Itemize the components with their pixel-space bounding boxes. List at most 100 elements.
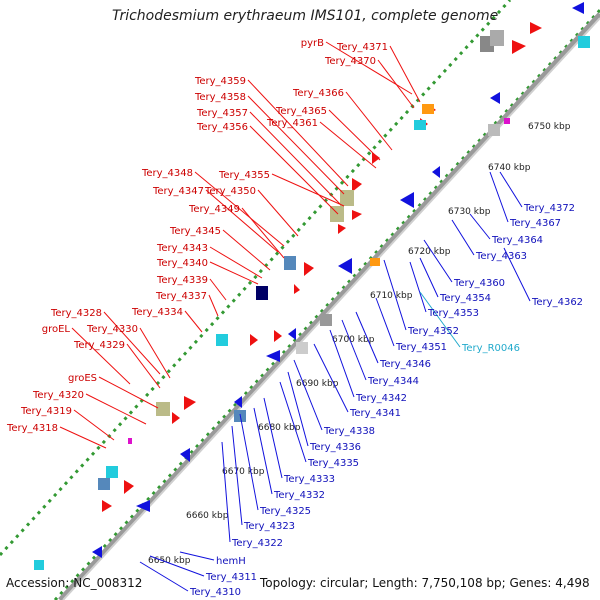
reverse-gene-label: Tery_R0046 <box>461 343 520 354</box>
forward-gene <box>172 412 180 424</box>
leader-line <box>241 207 285 259</box>
leader-line <box>73 409 115 441</box>
forward-gene <box>274 330 282 342</box>
forward-gene-label: Tery_4357 <box>196 108 248 119</box>
forward-gene-label: Tery_4366 <box>292 88 344 99</box>
leader-line <box>263 397 283 479</box>
scale-label: 6720 kbp <box>408 247 451 257</box>
forward-gene-label: Tery_4339 <box>156 275 208 286</box>
feature-block <box>256 286 268 300</box>
forward-gene <box>102 500 112 512</box>
leader-line <box>341 319 367 381</box>
reverse-gene-label: Tery_4341 <box>349 408 401 419</box>
reverse-gene-label: Tery_4362 <box>531 297 583 308</box>
reverse-gene-label: Tery_4344 <box>367 376 419 387</box>
forward-gene-label: Tery_4348 <box>141 168 193 179</box>
reverse-gene-label: Tery_4367 <box>509 218 561 229</box>
feature-block <box>296 342 308 354</box>
forward-gene-label: Tery_4330 <box>86 324 138 335</box>
leader-line <box>205 189 279 253</box>
leader-line <box>375 297 395 347</box>
leader-line <box>313 343 349 413</box>
reverse-gene <box>288 328 296 340</box>
leader-line <box>279 381 307 463</box>
feature-blocks <box>34 30 590 570</box>
leader-line <box>469 213 491 240</box>
forward-gene-label: Tery_4355 <box>218 170 270 181</box>
leader-line <box>409 261 427 313</box>
feature-block <box>156 402 170 416</box>
reverse-gene-label: Tery_4336 <box>309 442 361 453</box>
forward-gene-label: groES <box>68 373 97 384</box>
scale-label: 6710 kbp <box>370 291 413 301</box>
leader-line <box>271 173 345 207</box>
leader-line <box>499 171 523 208</box>
reverse-gene <box>92 546 102 558</box>
feature-block <box>216 334 228 346</box>
scale-label: 6730 kbp <box>448 207 491 217</box>
leader-line <box>345 91 393 151</box>
scale-label: 6670 kbp <box>222 467 265 477</box>
forward-gene-label: Tery_4358 <box>194 92 246 103</box>
forward-gene-label: Tery_4347 <box>152 186 204 197</box>
leader-line <box>231 425 243 526</box>
feature-block <box>128 438 132 444</box>
leader-line <box>194 171 285 247</box>
reverse-gene <box>432 166 440 178</box>
leader-line <box>319 121 377 169</box>
forward-gene <box>124 480 134 494</box>
leader-line <box>71 327 131 385</box>
leader-line <box>85 393 147 425</box>
leader-line <box>221 441 231 543</box>
reverse-genes <box>92 2 584 558</box>
accession-text: Accession: NC_008312 <box>6 576 143 590</box>
reverse-gene-label: Tery_4311 <box>205 572 257 583</box>
gc-track-right <box>53 8 600 600</box>
feature-block <box>98 478 110 490</box>
forward-gene-label: Tery_4318 <box>6 423 58 434</box>
feature-block <box>284 256 296 270</box>
feature-block <box>34 560 44 570</box>
reverse-gene-label: Tery_4346 <box>379 359 431 370</box>
forward-gene-label: Tery_4319 <box>20 406 72 417</box>
forward-gene-label: Tery_4371 <box>336 42 388 53</box>
reverse-gene-label: Tery_4342 <box>355 393 407 404</box>
leader-line <box>325 41 413 95</box>
reverse-gene-label: Tery_4372 <box>523 203 575 214</box>
leader-line <box>126 343 161 389</box>
forward-gene <box>352 210 362 220</box>
reverse-gene-label: hemH <box>216 556 246 567</box>
reverse-gene <box>136 500 150 512</box>
leader-line <box>209 278 227 301</box>
leader-line <box>247 95 345 195</box>
leader-line <box>389 45 421 103</box>
forward-gene-label: pyrB <box>301 38 324 49</box>
forward-gene-label: Tery_4320 <box>32 390 84 401</box>
map-title: Trichodesmium erythraeum IMS101, complet… <box>112 8 499 24</box>
scale-label: 6680 kbp <box>258 423 301 433</box>
scale-label: 6650 kbp <box>148 556 191 566</box>
leader-line <box>451 219 475 256</box>
scale-label: 6690 kbp <box>296 379 339 389</box>
forward-leaders <box>59 41 421 449</box>
reverse-gene <box>338 258 352 274</box>
reverse-gene-labels: Tery_4372 Tery_4367 Tery_4364 Tery_4363 Tery… <box>189 203 583 598</box>
topology-text: Topology: circular; Length: 7,750,108 bp… <box>260 576 590 590</box>
forward-gene-label: Tery_4356 <box>196 122 248 133</box>
feature-block <box>106 466 118 478</box>
leader-line <box>383 259 407 331</box>
leader-line <box>249 125 339 215</box>
reverse-gene <box>400 192 414 208</box>
leader-line <box>209 246 263 279</box>
reverse-gene <box>234 396 242 408</box>
forward-gene <box>294 284 300 294</box>
reverse-gene-label: Tery_4351 <box>395 342 447 353</box>
leader-line <box>329 329 355 398</box>
scale-label: 6660 kbp <box>186 511 229 521</box>
feature-block <box>422 104 434 114</box>
leader-line <box>253 407 273 495</box>
forward-gene-label: Tery_4328 <box>50 308 102 319</box>
leader-line <box>239 413 259 511</box>
